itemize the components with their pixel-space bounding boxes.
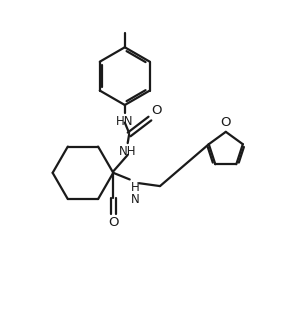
Text: H
N: H N (131, 181, 140, 206)
Text: O: O (221, 116, 231, 129)
Text: HN: HN (116, 114, 134, 128)
Text: NH: NH (119, 146, 136, 158)
Text: O: O (108, 216, 119, 230)
Text: O: O (152, 104, 162, 117)
